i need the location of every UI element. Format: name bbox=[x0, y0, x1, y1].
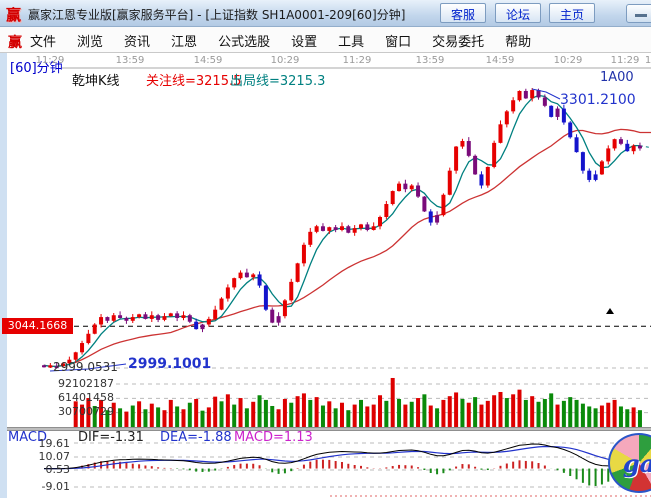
time-axis-label: 1 bbox=[644, 55, 651, 66]
menu-item-7[interactable]: 窗口 bbox=[385, 34, 412, 50]
menu-item-5[interactable]: 设置 bbox=[291, 34, 318, 50]
time-axis-label: 11:29 bbox=[35, 55, 65, 66]
title-bar: 赢 赢家江恩专业版[赢家服务平台] - [上证指数 SH1A0001-209[6… bbox=[0, 0, 651, 27]
peak-annotation-label: 3301.2100 bbox=[560, 92, 636, 108]
low-price-label: 2999.0531 bbox=[53, 360, 118, 374]
menu-item-2[interactable]: 资讯 bbox=[124, 34, 151, 50]
macd-axis-label: -9.01 bbox=[41, 480, 70, 493]
time-axis-label: 13:59 bbox=[415, 55, 445, 66]
volume-axis-label: 30700729 bbox=[58, 405, 114, 418]
time-axis-label: 14:59 bbox=[485, 55, 515, 66]
menu-item-9[interactable]: 帮助 bbox=[505, 34, 532, 50]
menu-item-6[interactable]: 工具 bbox=[338, 34, 365, 50]
minimize-button[interactable] bbox=[626, 4, 651, 23]
volume-axis-label: 92102187 bbox=[58, 377, 114, 390]
app-logo-icon: 赢 bbox=[6, 6, 22, 24]
menu-item-8[interactable]: 交易委托 bbox=[432, 34, 485, 50]
menu-item-3[interactable]: 江恩 bbox=[171, 34, 198, 50]
period-label: [60]分钟 bbox=[10, 61, 63, 76]
time-axis-label: 10:29 bbox=[553, 55, 583, 66]
menu-item-0[interactable]: 文件 bbox=[30, 34, 57, 50]
exit-line-value: 出局线=3215.3 bbox=[230, 74, 326, 89]
kline-mode-label: 乾坤K线 bbox=[72, 74, 120, 89]
macd-dea-value: DEA=-1.88 bbox=[160, 430, 232, 445]
time-axis-label: 11:29 bbox=[610, 55, 640, 66]
gann-logo-text: ga bbox=[622, 448, 651, 478]
macd-value: MACD=1.13 bbox=[234, 430, 313, 445]
time-axis-label: 10:29 bbox=[270, 55, 300, 66]
gann-logo: ga bbox=[608, 433, 651, 493]
menu-bar: 赢 文件 浏览 资讯 江恩 公式选股 设置 工具 窗口 交易委托 帮助 bbox=[0, 27, 651, 53]
menu-item-4[interactable]: 公式选股 bbox=[218, 34, 271, 50]
macd-axis-label: 19.61 bbox=[38, 437, 71, 450]
macd-axis-label: 0.53 bbox=[45, 463, 71, 476]
time-axis-label: 13:59 bbox=[115, 55, 145, 66]
macd-pane-title: MACD bbox=[8, 430, 47, 445]
time-axis-label: 11:29 bbox=[342, 55, 372, 66]
macd-dif-value: DIF=-1.31 bbox=[78, 430, 144, 445]
attention-line-value: 关注线=3215.5 bbox=[146, 74, 242, 89]
volume-axis-label: 61401458 bbox=[58, 391, 114, 404]
pane-splitter[interactable] bbox=[7, 427, 651, 431]
window-left-frame bbox=[0, 53, 7, 498]
low-annotation-label: 2999.1001 bbox=[128, 356, 212, 372]
titlebar-button-2[interactable]: 主页 bbox=[549, 3, 596, 23]
macd-axis-label: 10.07 bbox=[38, 450, 71, 463]
menu-logo-icon: 赢 bbox=[8, 35, 22, 51]
titlebar-button-1[interactable]: 论坛 bbox=[495, 3, 542, 23]
symbol-short-label: 1A00 bbox=[600, 70, 634, 85]
time-axis-label: 14:59 bbox=[193, 55, 223, 66]
menu-item-1[interactable]: 浏览 bbox=[77, 34, 104, 50]
titlebar-button-0[interactable]: 客服 bbox=[440, 3, 487, 23]
window-title: 赢家江恩专业版[赢家服务平台] - [上证指数 SH1A0001-209[60]… bbox=[28, 8, 406, 22]
price-marker-box: 3044.1668 bbox=[2, 318, 73, 334]
